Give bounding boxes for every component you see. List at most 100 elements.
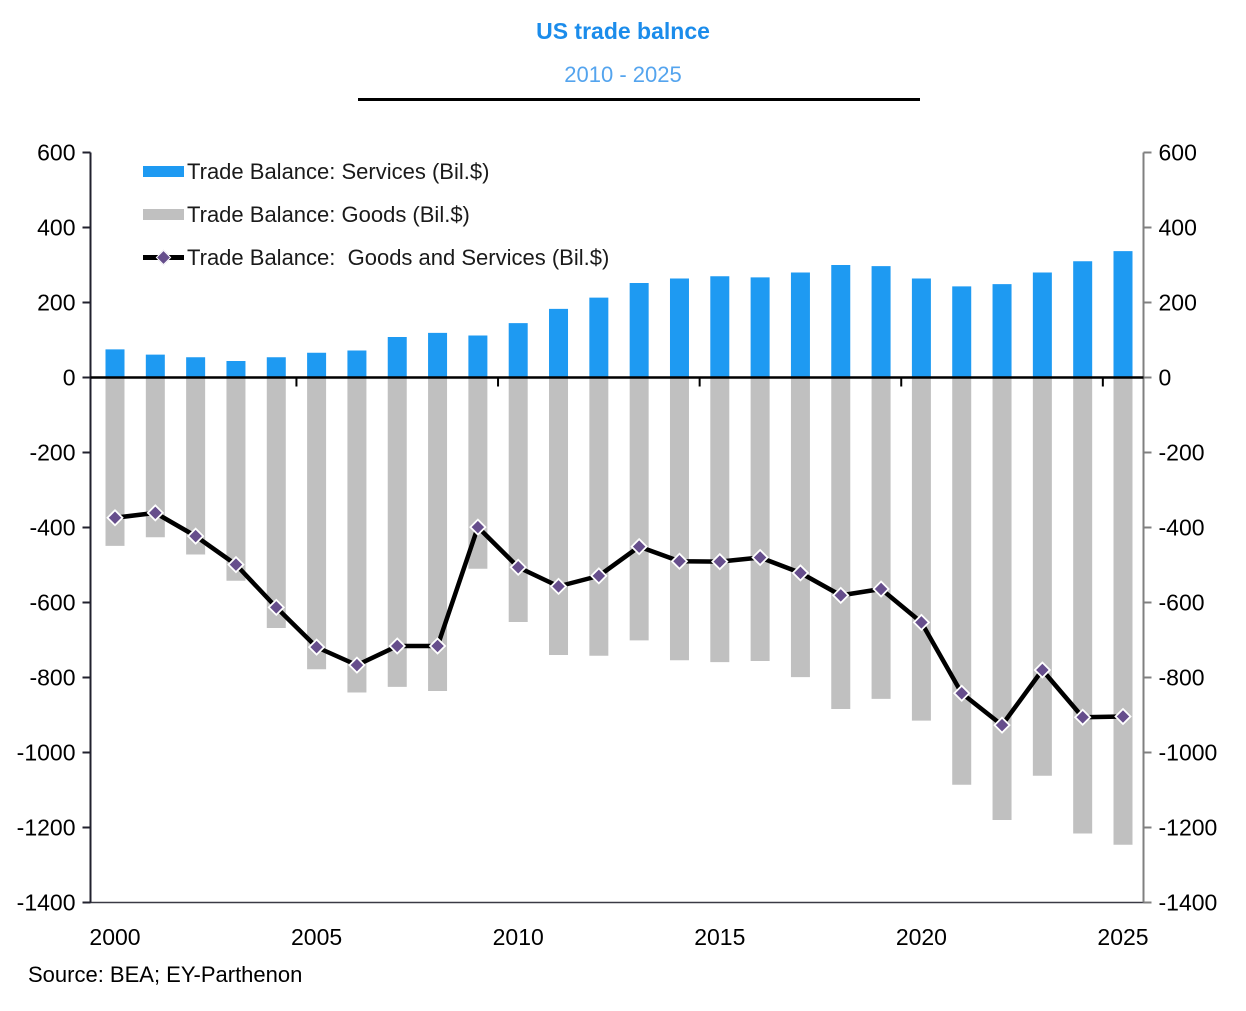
diamond-marker-icon [912,613,931,632]
diamond-marker-icon [509,558,527,577]
y-axis-label-left: 0 [63,365,76,391]
services-bar [669,278,689,378]
services-bar [508,323,528,378]
services-bar [1113,251,1133,378]
chart-subtitle: 2010 - 2025 [564,62,682,87]
diamond-marker-icon [428,637,447,655]
y-axis-label-left: -400 [29,515,75,541]
services-bar [952,286,972,378]
services-bar [387,337,407,378]
line-diamond-swatch-icon [143,249,184,266]
services-bar [226,361,246,378]
legend-label-goods-and-services: Trade Balance: Goods and Services (Bil.$… [187,244,610,270]
goods-bar [871,377,891,699]
diamond-marker-icon [751,548,769,567]
y-axis-label-left: -1200 [17,815,76,841]
y-axis-label-right: -600 [1159,590,1205,616]
goods-bar [1073,377,1093,834]
y-axis-label-left: -1000 [17,740,76,766]
goods-bar [105,377,125,546]
y-axis-label-right: -1200 [1159,815,1218,841]
y-axis-label-right: -800 [1159,665,1205,691]
goods-bar [750,377,770,661]
services-swatch-icon [143,166,184,177]
y-axis-label-left: 200 [37,290,75,316]
diamond-marker-icon [307,638,326,656]
legend: Trade Balance: Services (Bil.$) Trade Ba… [143,150,609,279]
y-axis-label-left: 400 [37,215,75,241]
x-axis-label: 2020 [896,924,947,950]
y-axis-label-left: -200 [29,440,75,466]
goods-swatch-icon [143,209,184,220]
goods-bar [347,377,367,693]
goods-bar [307,377,327,670]
diamond-marker-icon [791,564,810,582]
diamond-marker-icon [590,567,608,585]
goods-bar [468,377,488,569]
goods-bar [992,377,1012,820]
goods-bar [1113,377,1133,845]
goods-bar [1032,377,1052,776]
y-axis-label-right: 0 [1159,365,1172,391]
services-bar [428,332,448,378]
diamond-marker-icon [872,580,890,598]
services-bar [347,350,367,378]
services-bar [750,277,770,378]
services-bar [710,276,730,378]
services-bar [1032,272,1052,378]
goods-bar [831,377,851,709]
goods-bar [266,377,286,628]
services-bar [589,297,609,378]
diamond-marker-icon [186,527,205,545]
x-axis-label: 2000 [89,924,140,950]
diamond-marker-icon [952,684,971,703]
diamond-marker-icon [146,504,165,522]
y-axis-label-right: -1000 [1159,740,1218,766]
services-bar [790,272,810,378]
goods-bar [549,377,569,655]
legend-label-services: Trade Balance: Services (Bil.$) [187,158,490,184]
services-bar [549,308,569,378]
services-bar [871,266,891,378]
diamond-marker-icon [227,555,245,574]
y-axis-label-right: 400 [1159,215,1197,241]
y-axis-label-right: 200 [1159,290,1197,316]
services-bar [307,352,327,378]
diamond-marker-icon [388,637,407,655]
legend-item-services: Trade Balance: Services (Bil.$) [143,150,609,193]
goods-bar [911,377,931,721]
services-bar [911,278,931,378]
services-bar [145,354,165,378]
diamond-marker-icon [1073,708,1092,727]
diamond-marker-icon [106,508,124,527]
services-bar [992,284,1012,378]
diamond-marker-icon [831,586,850,605]
legend-item-goods-and-services: Trade Balance: Goods and Services (Bil.$… [143,236,609,279]
y-axis-label-left: -800 [29,665,75,691]
goods-bar [145,377,165,538]
y-axis-label-right: 600 [1159,140,1197,166]
x-axis-label: 2015 [694,924,745,950]
diamond-marker-icon [267,598,286,617]
goods-bar [790,377,810,678]
title-underline [358,98,920,101]
x-axis-label: 2010 [493,924,544,950]
y-axis-label-left: 600 [37,140,75,166]
goods-bar [226,377,246,581]
services-bar [266,357,286,378]
diamond-marker-icon [1114,707,1132,726]
goods-bar [186,377,206,555]
goods-bar [710,377,730,663]
y-axis-label-left: -1400 [17,890,76,916]
diamond-marker-icon [993,716,1011,734]
goods-bar [629,377,649,641]
x-axis-label: 2005 [291,924,342,950]
y-axis-label-right: -1400 [1159,890,1218,916]
legend-label-goods: Trade Balance: Goods (Bil.$) [187,201,470,227]
y-axis-label-left: -600 [29,590,75,616]
goods-bar [952,377,972,785]
diamond-marker-icon [630,537,648,556]
goods-bar [387,377,407,687]
diamond-marker-icon [670,552,689,571]
